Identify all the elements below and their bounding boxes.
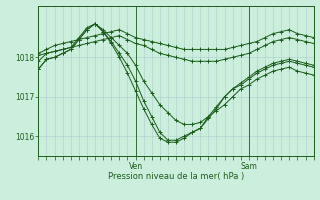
X-axis label: Pression niveau de la mer( hPa ): Pression niveau de la mer( hPa ) [108,172,244,181]
